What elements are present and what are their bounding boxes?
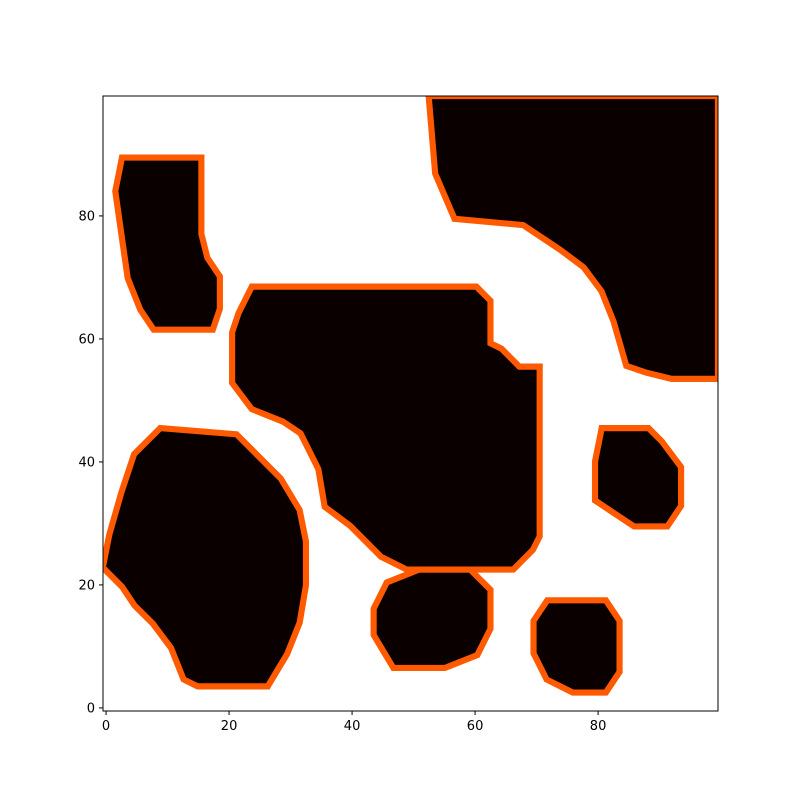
x-axis: 0 20 40 60 80 (102, 711, 606, 734)
y-tick-label-1: 20 (78, 578, 95, 593)
region-2 (376, 572, 488, 665)
y-tick-label-4: 80 (78, 209, 95, 224)
x-tick-label-2: 40 (344, 719, 361, 734)
x-tick-label-1: 20 (221, 719, 238, 734)
x-tick-label-3: 60 (467, 719, 484, 734)
y-tick-label-3: 60 (78, 332, 95, 347)
y-axis: 0 20 40 60 80 (78, 209, 103, 716)
x-tick-label-4: 80 (590, 719, 607, 734)
y-tick-label-0: 0 (87, 701, 95, 716)
region-6 (118, 160, 217, 327)
region-3 (536, 603, 617, 690)
region-5 (598, 431, 678, 524)
x-tick-label-0: 0 (102, 719, 110, 734)
plot-frame (102, 95, 719, 712)
region-7 (432, 99, 715, 376)
regions-layer (103, 96, 718, 696)
region-4 (235, 289, 537, 567)
y-tick-label-2: 40 (78, 455, 95, 470)
plot-area (102, 95, 719, 712)
region-1 (106, 431, 303, 684)
